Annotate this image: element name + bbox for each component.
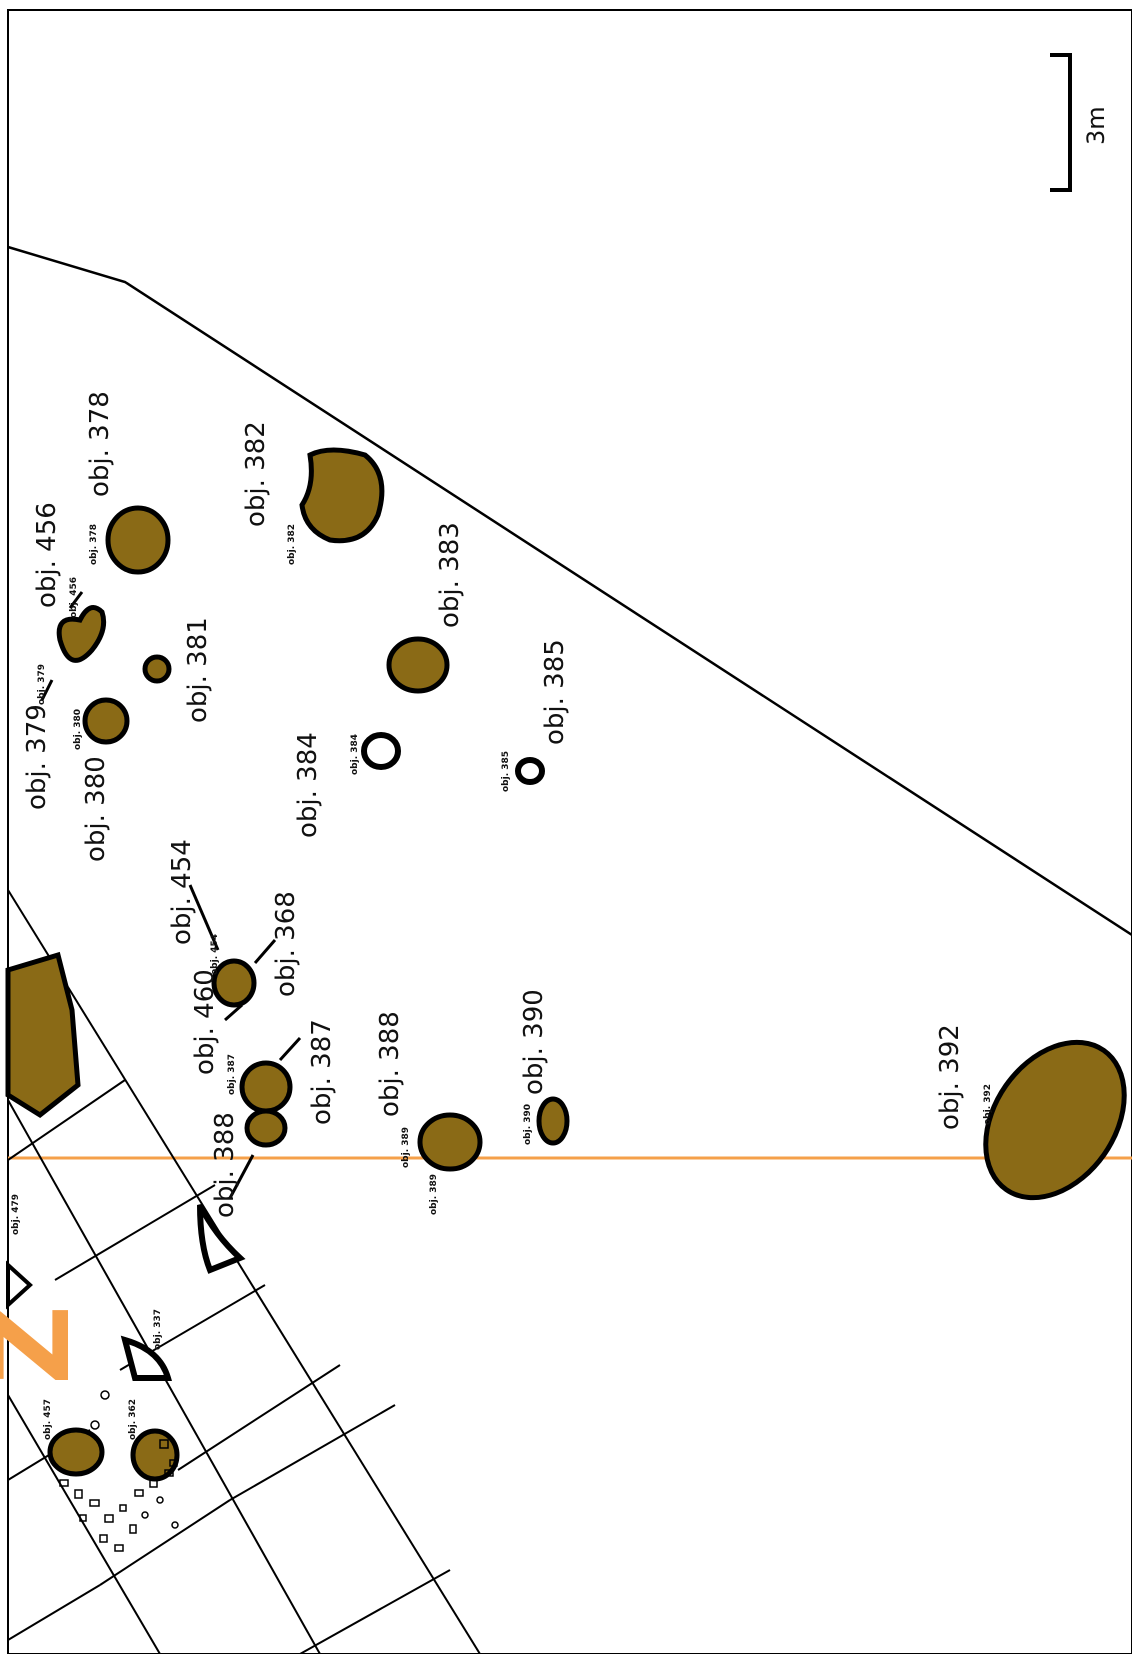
label-obj-381: obj. 381 [183, 617, 213, 723]
small-label-379: obj. 379 [37, 664, 47, 705]
small-label-389: obj. 389 [401, 1127, 411, 1168]
label-obj-460: obj. 460 [190, 969, 220, 1075]
pit-362 [130, 1428, 180, 1482]
pit-337 [120, 1335, 172, 1381]
small-label-389b: obj. 389 [429, 1174, 439, 1215]
small-label-387: obj. 387 [227, 1054, 237, 1095]
label-obj-384: obj. 384 [293, 732, 323, 838]
pit-388 [244, 1108, 288, 1148]
small-label-382: obj. 382 [287, 524, 297, 565]
small-label-378: obj. 378 [89, 524, 99, 565]
pit-384 [361, 732, 401, 770]
pit-edge-small [6, 1260, 33, 1310]
small-label-385: obj. 385 [501, 751, 511, 792]
small-label-337: obj. 337 [153, 1309, 163, 1350]
small-object-labels: obj. 378 obj. 456 obj. 379 obj. 380 obj.… [11, 524, 993, 1440]
label-obj-380: obj. 380 [81, 756, 111, 862]
small-label-456: obj. 456 [69, 577, 79, 618]
label-obj-383: obj. 383 [435, 522, 465, 628]
pit-390 [536, 1096, 570, 1146]
grid-lines [7, 889, 481, 1654]
label-obj-379: obj. 379 [22, 704, 52, 810]
small-label-390: obj. 390 [523, 1104, 533, 1145]
label-obj-382: obj. 382 [241, 421, 271, 527]
pit-380 [82, 697, 130, 745]
scale-bar [1050, 53, 1072, 192]
scale-bar-label: 3m [1082, 106, 1110, 145]
stone-rubble [59, 1390, 179, 1552]
pit-368 [211, 958, 257, 1008]
pit-457 [47, 1427, 105, 1477]
pit-392 [983, 1039, 1127, 1201]
trench-label: Z [0, 1305, 94, 1385]
label-obj-387: obj. 387 [307, 1019, 337, 1125]
label-obj-456: obj. 456 [32, 502, 62, 608]
small-label-479: obj. 479 [11, 1194, 21, 1235]
pit-383 [386, 636, 450, 694]
label-obj-388: obj. 388 [375, 1011, 405, 1117]
object-labels: obj. 378 obj. 456 obj. 379 obj. 380 obj.… [22, 391, 965, 1218]
pit-west-edge [5, 951, 81, 1119]
pit-479 [197, 1203, 246, 1274]
pit-378 [105, 505, 171, 575]
pit-456 [56, 605, 107, 663]
leader-lines [40, 591, 302, 1199]
label-obj-368: obj. 368 [271, 891, 301, 997]
label-obj-378: obj. 378 [85, 391, 115, 497]
small-label-392: obj. 392 [983, 1084, 993, 1125]
small-label-454: obj. 454 [210, 934, 220, 975]
pit-382 [299, 447, 385, 544]
pit-385 [515, 757, 545, 785]
label-obj-390: obj. 390 [519, 989, 549, 1095]
map-frame [7, 9, 1132, 1654]
small-label-362: obj. 362 [128, 1399, 138, 1440]
small-label-457: obj. 457 [43, 1399, 53, 1440]
small-label-380: obj. 380 [73, 709, 83, 750]
label-obj-392: obj. 392 [935, 1024, 965, 1130]
pit-387 [239, 1060, 293, 1114]
label-obj-388-lower: obj. 388 [210, 1112, 240, 1218]
pit-381 [142, 654, 172, 684]
pit-389 [417, 1112, 483, 1172]
label-obj-385: obj. 385 [540, 639, 570, 745]
excavation-boundary [7, 245, 1132, 937]
label-obj-454: obj. 454 [167, 839, 197, 945]
small-label-384: obj. 384 [350, 734, 360, 775]
